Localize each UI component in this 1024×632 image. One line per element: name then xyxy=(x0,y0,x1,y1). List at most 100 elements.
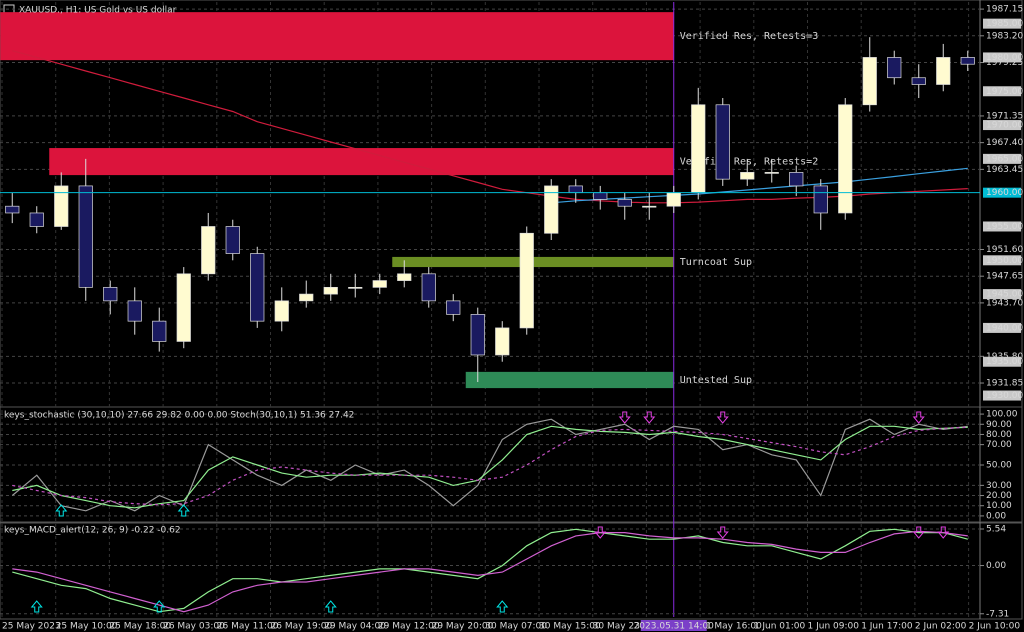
candle-body xyxy=(397,273,412,281)
x-tick-label: 29 May 20:00 xyxy=(432,622,494,632)
y-tick-label: 1931.85 xyxy=(986,379,1023,389)
signal-up-arrow xyxy=(177,504,190,517)
level-box xyxy=(983,390,1021,401)
indicator-title: keys_stochastic (30,10,10) 27.66 29.82 0… xyxy=(4,411,354,421)
y-tick-label: 30.00 xyxy=(986,481,1012,491)
x-tick-label: 30 May 07:00 xyxy=(485,622,547,632)
candle-body xyxy=(960,57,975,65)
candle-body xyxy=(666,192,681,207)
candle-body xyxy=(691,104,706,194)
candle-body xyxy=(201,226,216,275)
indicator-line xyxy=(12,425,968,509)
level-box xyxy=(983,255,1021,266)
x-tick-label: 1 Jun 01:00 xyxy=(754,622,806,632)
level-label: 1965.00 xyxy=(986,154,1023,164)
zone xyxy=(49,148,674,176)
y-tick-label: 1979.25 xyxy=(986,58,1023,68)
level-box xyxy=(983,356,1021,367)
candle-body xyxy=(127,300,142,322)
level-box xyxy=(983,289,1021,300)
indicator-line xyxy=(12,530,968,613)
candle-body xyxy=(642,205,657,208)
level-label: 1975.00 xyxy=(986,87,1023,97)
level-box xyxy=(983,52,1021,63)
signal-down-arrow xyxy=(643,411,656,424)
candle-body xyxy=(78,185,93,288)
y-tick-label: 80.00 xyxy=(986,430,1012,440)
x-tick-label: 2 Jun 10:00 xyxy=(969,622,1021,632)
candle-body xyxy=(617,199,632,207)
level-label: 1985.00 xyxy=(986,19,1023,29)
candle-body xyxy=(740,172,755,180)
candle-body xyxy=(54,185,69,227)
candle-body xyxy=(593,192,608,200)
level-box xyxy=(983,18,1021,29)
candle-body xyxy=(813,185,828,214)
signal-down-arrow xyxy=(937,526,950,539)
candle-body xyxy=(29,212,44,227)
level-box xyxy=(983,153,1021,164)
candle-body xyxy=(887,57,902,79)
candle-body xyxy=(176,273,191,342)
y-tick-label: 20.00 xyxy=(986,491,1012,501)
x-tick-label: 1 Jun 09:00 xyxy=(808,622,860,632)
cursor-label: 2023.05.31 14:00 xyxy=(634,622,715,632)
signal-down-arrow xyxy=(716,526,729,539)
candle-body xyxy=(911,77,926,85)
signal-up-arrow xyxy=(496,600,509,613)
candle-body xyxy=(348,286,363,289)
indicator-line xyxy=(12,50,968,204)
candle-body xyxy=(519,232,534,329)
level-label: 1940.00 xyxy=(986,323,1023,333)
level-label: 1980.00 xyxy=(986,53,1023,63)
candle-body xyxy=(421,273,436,302)
candle-body xyxy=(495,327,510,356)
indicator-line xyxy=(12,426,968,506)
candle-body xyxy=(544,185,559,234)
x-tick-label: 25 May 2023 xyxy=(2,622,61,632)
x-tick-label: 26 May 03:00 xyxy=(163,622,225,632)
level-box xyxy=(983,187,1021,198)
y-tick-label: 100.00 xyxy=(986,410,1018,420)
indicator-line xyxy=(551,167,968,204)
candle-body xyxy=(103,286,118,302)
level-label: 1950.00 xyxy=(986,256,1023,266)
level-label: 1930.00 xyxy=(986,391,1023,401)
candle-body xyxy=(764,172,779,174)
y-tick-label: 1987.15 xyxy=(986,5,1023,15)
y-tick-label: 10.00 xyxy=(986,501,1012,511)
x-tick-label: 2 Jun 02:00 xyxy=(915,622,967,632)
signal-down-arrow xyxy=(594,526,607,539)
x-tick-label: 26 May 19:00 xyxy=(271,622,333,632)
level-label: 1945.00 xyxy=(986,290,1023,300)
y-tick-label: 0.00 xyxy=(986,561,1006,571)
candle-body xyxy=(715,104,730,180)
zone xyxy=(0,12,674,61)
x-tick-label: 29 May 04:00 xyxy=(324,622,386,632)
level-label: 1935.00 xyxy=(986,357,1023,367)
indicator-title: keys_MACD_alert(12, 26, 9) -0.22 -0.62 xyxy=(4,526,181,536)
y-tick-label: 1951.60 xyxy=(986,245,1023,255)
level-label: 1955.00 xyxy=(986,222,1023,232)
level-label: 1960.00 xyxy=(986,188,1023,198)
x-tick-label: 29 May 12:00 xyxy=(378,622,440,632)
x-tick-label: 30 May 23:00 xyxy=(593,622,655,632)
y-tick-label: 1971.35 xyxy=(986,111,1023,121)
y-tick-label: 70.00 xyxy=(986,440,1012,450)
signal-down-arrow xyxy=(716,411,729,424)
signal-down-arrow xyxy=(618,411,631,424)
candle-body xyxy=(323,286,338,295)
x-tick-label: 31 May 16:00 xyxy=(700,622,762,632)
candle-body xyxy=(299,293,314,302)
cursor-label-bg xyxy=(640,620,707,631)
candle-body xyxy=(152,320,167,342)
level-label: 1970.00 xyxy=(986,121,1023,131)
candle-body xyxy=(862,57,877,106)
signal-up-arrow xyxy=(324,600,337,613)
y-tick-label: 1967.40 xyxy=(986,138,1023,148)
candle-body xyxy=(5,205,20,214)
zone-label: Turncoat Sup xyxy=(680,257,752,268)
indicator-line xyxy=(12,528,968,613)
y-tick-label: 1983.20 xyxy=(986,31,1023,41)
